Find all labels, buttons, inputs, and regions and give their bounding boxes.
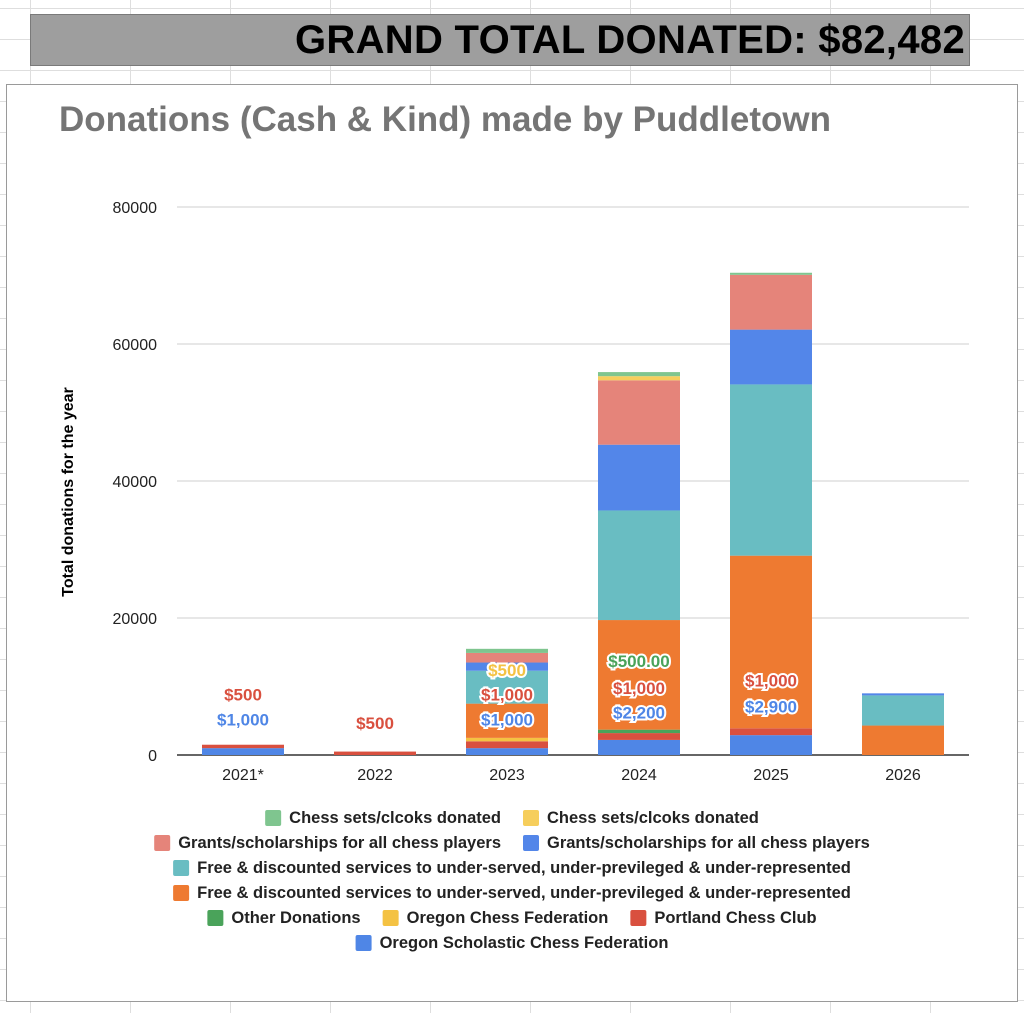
chart-card[interactable]: Donations (Cash & Kind) made by Puddleto…	[6, 84, 1018, 1002]
chart-title: Donations (Cash & Kind) made by Puddleto…	[59, 100, 831, 139]
y-tick-label: 40000	[113, 474, 158, 491]
data-label: $500	[224, 686, 262, 705]
bar-segment-2025-5	[730, 384, 812, 555]
bar-segment-2025-9	[730, 273, 812, 275]
bar-segment-2022-1	[334, 752, 416, 755]
data-labels: $1,000 $500 $500 $1,000 $1,000 $500 $2,200 $1,0…	[217, 652, 797, 733]
legend-swatch	[523, 835, 539, 851]
bar-segment-2025-0	[730, 735, 812, 755]
data-label: $1,000	[481, 686, 533, 705]
bar-segment-2024-6	[598, 445, 680, 511]
data-label: $2,900	[745, 697, 797, 716]
grand-total-banner: GRAND TOTAL DONATED: $82,482	[30, 14, 970, 66]
legend-label: Other Donations	[231, 909, 360, 927]
bar-segment-2023-0	[466, 748, 548, 755]
y-tick-label: 0	[148, 748, 157, 765]
gridlines	[177, 207, 969, 755]
data-label: $1,000	[745, 671, 797, 690]
bar-segment-2024-8	[598, 376, 680, 380]
legend-label: Chess sets/clcoks donated	[289, 809, 501, 827]
data-label: $500	[356, 714, 394, 733]
legend-label: Oregon Chess Federation	[407, 909, 609, 927]
x-axis-ticks: 2021* 2022 2023 2024 2025 2026	[222, 767, 921, 784]
x-tick-label: 2023	[489, 767, 525, 784]
stacked-bar-chart: Donations (Cash & Kind) made by Puddleto…	[7, 85, 1017, 1001]
bar-segment-2025-1	[730, 728, 812, 735]
legend-swatch	[173, 885, 189, 901]
legend-swatch	[207, 910, 223, 926]
legend-swatch	[630, 910, 646, 926]
data-label: $1,000	[613, 679, 665, 698]
bar-segment-2021*-1	[202, 745, 284, 748]
y-tick-label: 60000	[113, 337, 158, 354]
bar-segment-2024-0	[598, 740, 680, 755]
data-label: $1,000	[481, 710, 533, 729]
legend-label: Free & discounted services to under-serv…	[197, 859, 851, 877]
x-tick-label: 2024	[621, 767, 657, 784]
legend-swatch	[356, 935, 372, 951]
data-label: $2,200	[613, 704, 665, 723]
bar-segment-2023-1	[466, 741, 548, 748]
legend-label: Chess sets/clcoks donated	[547, 809, 759, 827]
bar-segment-2024-7	[598, 380, 680, 444]
x-tick-label: 2025	[753, 767, 789, 784]
bar-segment-2024-1	[598, 733, 680, 740]
bar-segment-2026-4	[862, 726, 944, 755]
legend: Chess sets/clcoks donated Chess sets/clco…	[154, 809, 870, 952]
bars	[202, 273, 944, 755]
legend-label: Grants/scholarships for all chess player…	[547, 834, 870, 852]
bar-segment-2025-6	[730, 330, 812, 385]
bar-segment-2024-9	[598, 372, 680, 376]
legend-swatch	[265, 810, 281, 826]
bar-segment-2024-3	[598, 730, 680, 733]
legend-swatch	[173, 860, 189, 876]
x-tick-label: 2022	[357, 767, 393, 784]
legend-swatch	[523, 810, 539, 826]
legend-swatch	[383, 910, 399, 926]
bar-segment-2026-6	[862, 693, 944, 695]
y-axis-label: Total donations for the year	[60, 387, 77, 597]
legend-label: Grants/scholarships for all chess player…	[178, 834, 501, 852]
y-tick-label: 20000	[113, 611, 158, 628]
legend-label: Portland Chess Club	[654, 909, 816, 927]
legend-label: Oregon Scholastic Chess Federation	[380, 934, 669, 952]
bar-segment-2024-5	[598, 510, 680, 620]
grand-total-text: GRAND TOTAL DONATED: $82,482	[295, 18, 965, 63]
x-tick-label: 2026	[885, 767, 921, 784]
y-axis-ticks: 0 20000 40000 60000 80000	[113, 200, 158, 765]
data-label: $1,000	[217, 710, 269, 729]
bar-segment-2025-7	[730, 275, 812, 330]
bar-segment-2023-9	[466, 649, 548, 653]
data-label: $500	[488, 661, 526, 680]
bar-segment-2021*-0	[202, 748, 284, 755]
legend-swatch	[154, 835, 170, 851]
bar-segment-2026-5	[862, 695, 944, 725]
data-label: $500.00	[608, 652, 669, 671]
y-tick-label: 80000	[113, 200, 158, 217]
bar-segment-2023-2	[466, 738, 548, 741]
x-tick-label: 2021*	[222, 767, 264, 784]
legend-label: Free & discounted services to under-serv…	[197, 884, 851, 902]
